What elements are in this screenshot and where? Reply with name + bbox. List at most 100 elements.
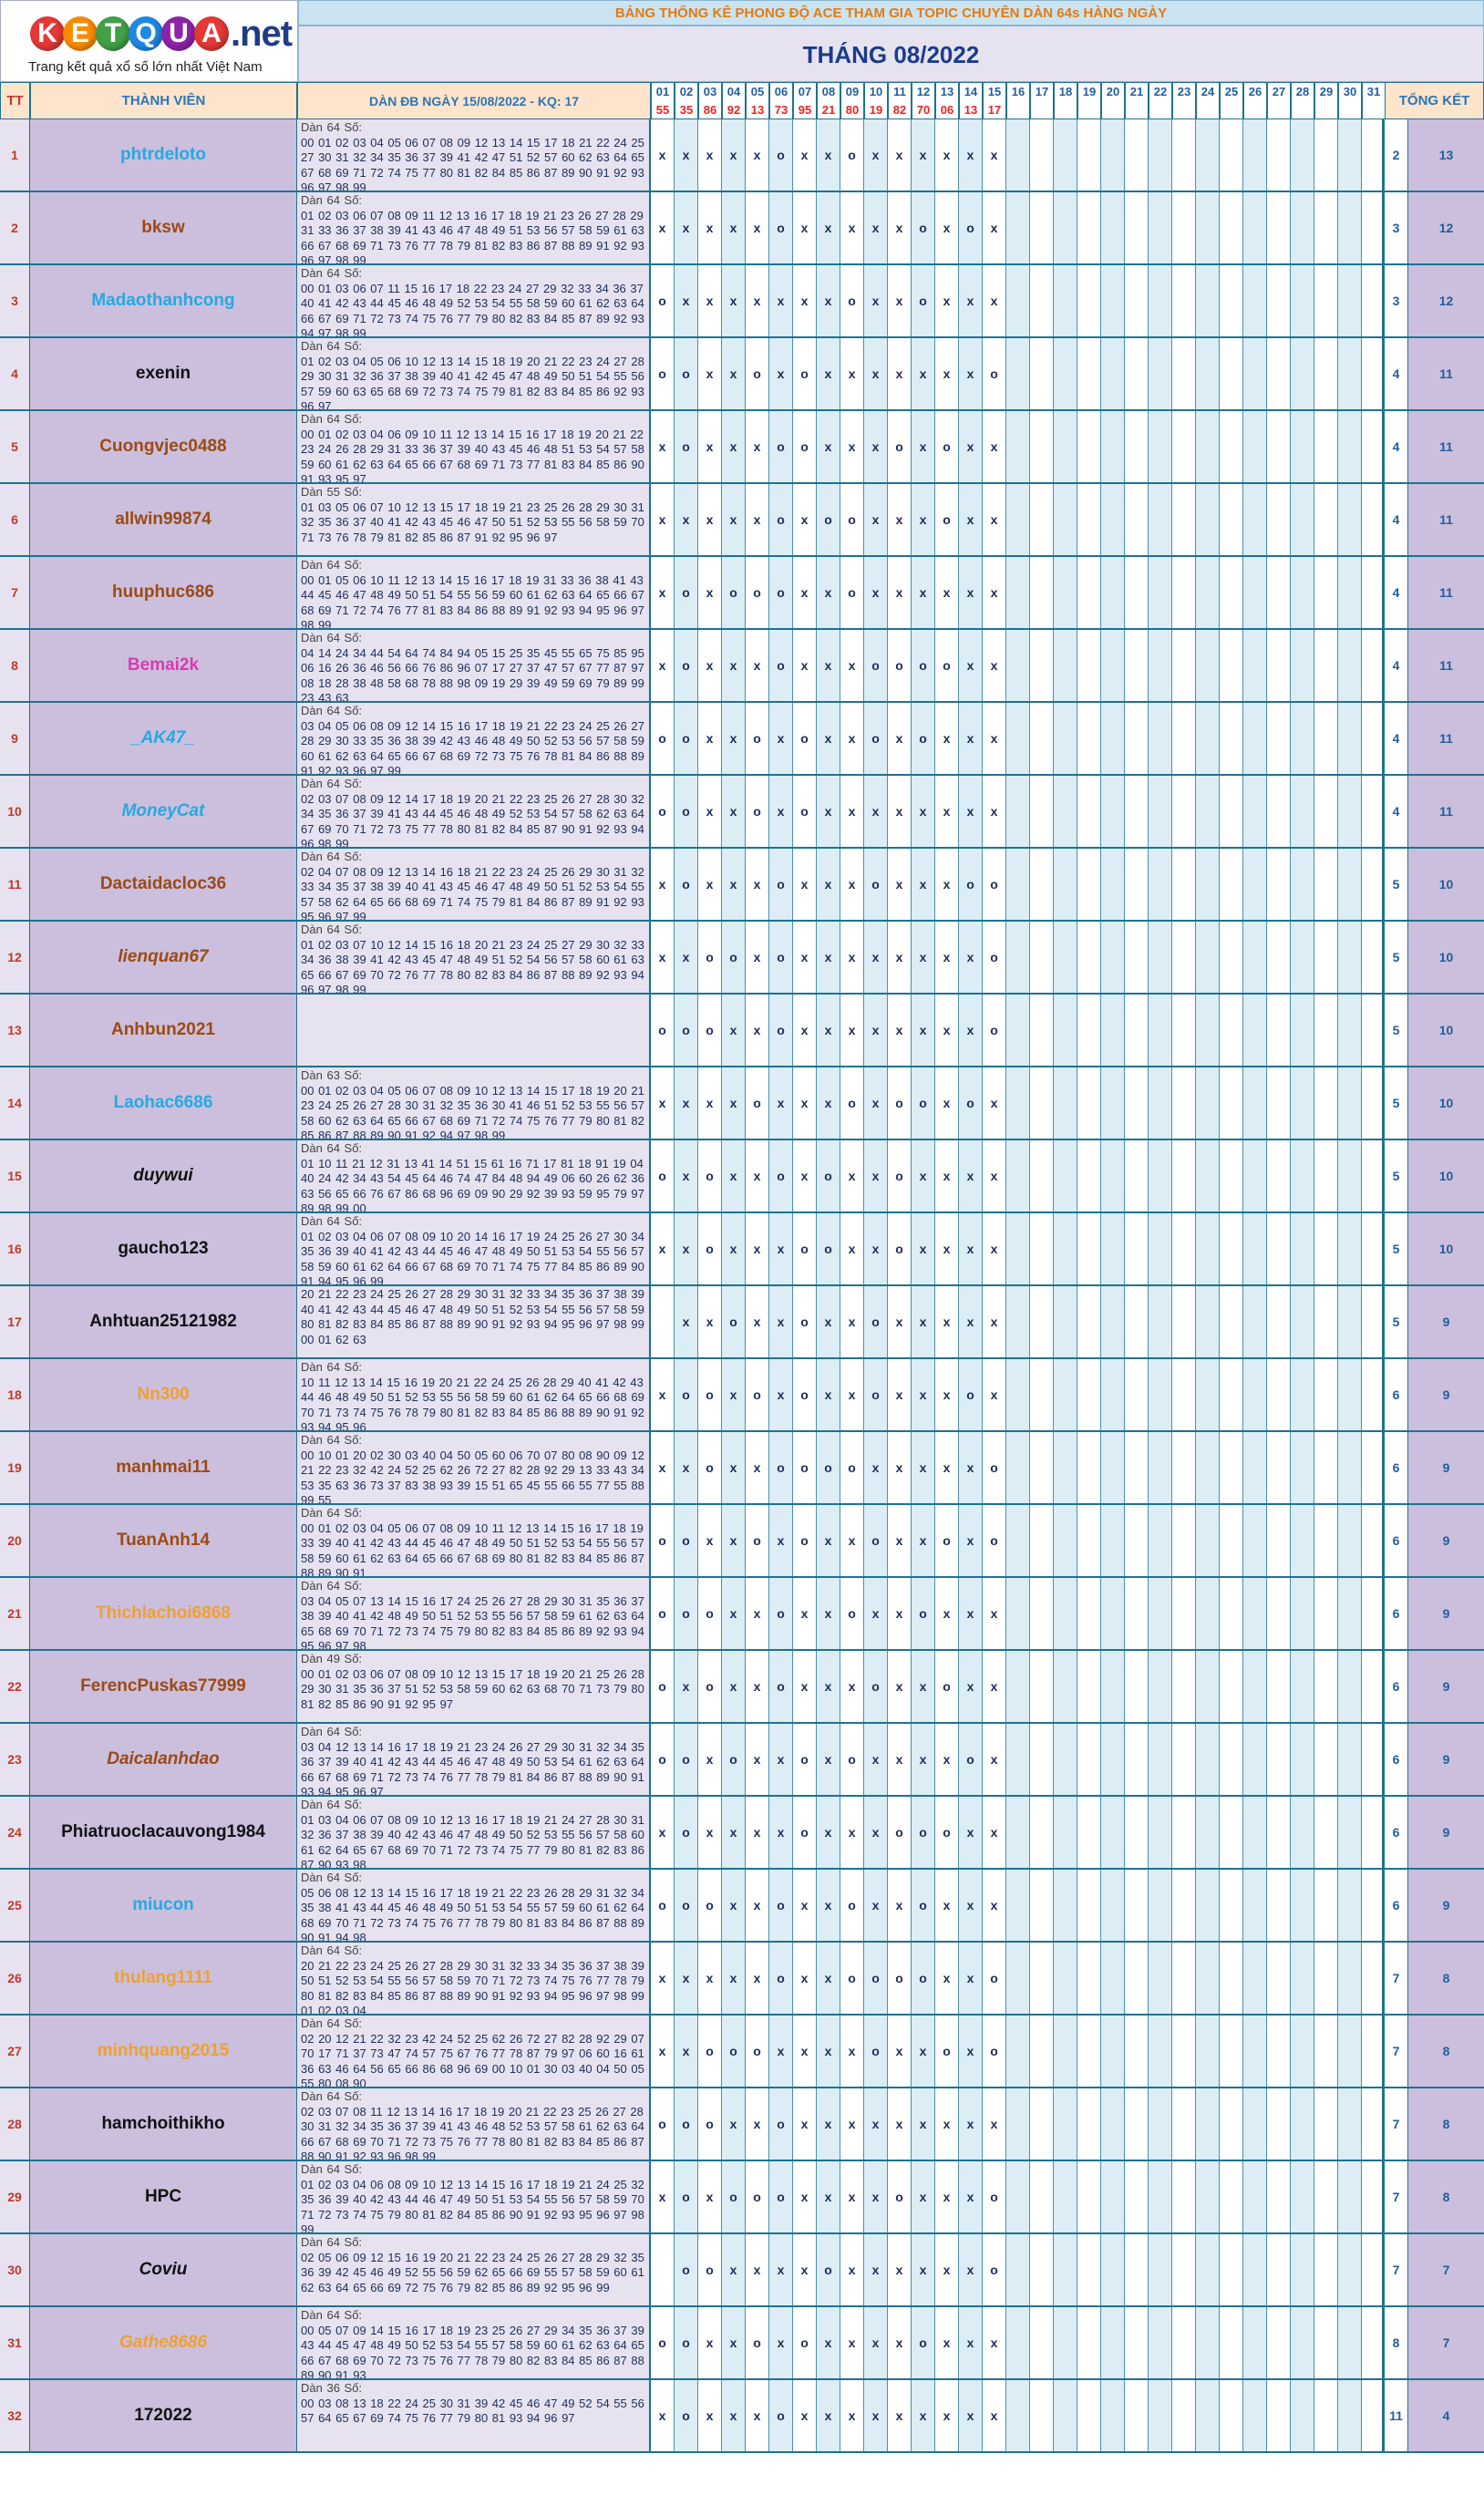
member-name[interactable]: MoneyCat xyxy=(30,776,297,847)
day-mark xyxy=(1267,1651,1291,1722)
day-mark: x xyxy=(864,1870,888,1941)
day-mark: o xyxy=(698,1140,722,1211)
day-mark: x xyxy=(675,2016,698,2087)
day-mark xyxy=(1077,192,1101,263)
member-name[interactable]: duywui xyxy=(30,1140,297,1211)
day-number: 14 xyxy=(964,85,978,98)
day-mark: x xyxy=(983,484,1006,555)
member-name[interactable]: Daicalanhdao xyxy=(30,1724,297,1795)
member-name[interactable]: Laohac6686 xyxy=(30,1067,297,1139)
day-mark xyxy=(1314,1724,1338,1795)
member-name[interactable]: Dactaidacloc36 xyxy=(30,849,297,920)
day-mark xyxy=(1220,630,1243,701)
member-name[interactable]: manhmai11 xyxy=(30,1432,297,1503)
member-name[interactable]: huuphuc686 xyxy=(30,557,297,628)
day-mark xyxy=(1054,557,1077,628)
day-mark xyxy=(1267,1067,1291,1139)
day-mark: x xyxy=(793,1943,817,2014)
day-mark xyxy=(1172,119,1196,191)
member-name[interactable]: gaucho123 xyxy=(30,1213,297,1284)
day-mark xyxy=(1077,2380,1101,2451)
member-name[interactable]: Cuongvjec0488 xyxy=(30,411,297,482)
total-score: 10 xyxy=(1408,922,1484,993)
day-mark: x xyxy=(935,1140,959,1211)
day-mark: x xyxy=(698,265,722,336)
day-mark xyxy=(1196,1651,1220,1722)
day-mark: x xyxy=(935,338,959,409)
day-mark xyxy=(1149,1870,1172,1941)
day-mark xyxy=(1291,2016,1314,2087)
day-mark xyxy=(1054,1724,1077,1795)
day-mark: x xyxy=(746,119,769,191)
day-mark xyxy=(1077,776,1101,847)
member-name[interactable]: hamchoithikho xyxy=(30,2088,297,2160)
day-result xyxy=(1078,101,1100,119)
member-name[interactable]: 172022 xyxy=(30,2380,297,2451)
total-score: 11 xyxy=(1408,630,1484,701)
member-name[interactable]: Anhbun2021 xyxy=(30,995,297,1066)
member-name[interactable]: Coviu xyxy=(30,2234,297,2305)
member-name[interactable]: Nn300 xyxy=(30,1359,297,1430)
day-mark xyxy=(1291,1651,1314,1722)
member-name[interactable]: _AK47_ xyxy=(30,703,297,774)
day-header-21: 21 xyxy=(1125,82,1149,119)
day-mark: x xyxy=(935,849,959,920)
day-mark xyxy=(1077,2234,1101,2305)
day-header-23: 23 xyxy=(1172,82,1196,119)
member-name[interactable]: FerencPuskas77999 xyxy=(30,1651,297,1722)
dan-label: Dàn 64 Số: xyxy=(301,2308,363,2322)
day-mark: x xyxy=(888,2380,912,2451)
member-name[interactable]: Anhtuan25121982 xyxy=(30,1286,297,1357)
member-name[interactable]: Gathe8686 xyxy=(30,2307,297,2378)
member-name[interactable]: lienquan67 xyxy=(30,922,297,993)
column-divider xyxy=(1382,1213,1385,1284)
dan-list: 03 04 05 06 08 09 12 14 15 16 17 18 19 2… xyxy=(301,718,644,775)
day-mark: o xyxy=(746,703,769,774)
member-name[interactable]: allwin99874 xyxy=(30,484,297,555)
day-mark xyxy=(1243,849,1267,920)
member-name[interactable]: Phiatruoclacauvong1984 xyxy=(30,1797,297,1868)
column-divider xyxy=(1382,922,1385,993)
day-mark xyxy=(1196,1797,1220,1868)
day-mark: o xyxy=(912,1067,935,1139)
day-mark: o xyxy=(935,1651,959,1722)
member-name[interactable]: exenin xyxy=(30,338,297,409)
table-row xyxy=(0,265,1484,338)
day-mark xyxy=(1172,1870,1196,1941)
day-mark: x xyxy=(746,995,769,1066)
member-name[interactable]: Madaothanhcong xyxy=(30,265,297,336)
dan-numbers: Dàn 63 Số: 00 01 02 03 04 05 06 07 08 09 … xyxy=(297,1067,651,1139)
member-name[interactable]: HPC xyxy=(30,2161,297,2232)
dan-label: Dàn 64 Số: xyxy=(301,339,363,353)
day-mark: o xyxy=(840,557,864,628)
member-name[interactable]: TuanAnh14 xyxy=(30,1505,297,1576)
column-divider xyxy=(1382,630,1385,701)
day-mark xyxy=(1196,2307,1220,2378)
member-name[interactable]: thulang1111 xyxy=(30,1943,297,2014)
day-mark xyxy=(1054,2234,1077,2305)
day-mark xyxy=(1006,265,1030,336)
day-mark: x xyxy=(793,1067,817,1139)
dan-numbers: Dàn 64 Số: 02 20 12 21 22 32 23 42 24 52 … xyxy=(297,2016,651,2087)
member-name[interactable]: miucon xyxy=(30,1870,297,1941)
day-mark: x xyxy=(983,1359,1006,1430)
day-mark xyxy=(1267,1943,1291,2014)
day-mark: x xyxy=(864,2307,888,2378)
total-score: 4 xyxy=(1408,2380,1484,2451)
day-mark: o xyxy=(769,2380,793,2451)
day-mark: x xyxy=(935,2307,959,2378)
day-mark: x xyxy=(959,1140,983,1211)
day-mark: o xyxy=(840,1578,864,1649)
member-name[interactable]: Bemai2k xyxy=(30,630,297,701)
member-name[interactable]: minhquang2015 xyxy=(30,2016,297,2087)
member-name[interactable]: Thichlachoi6868 xyxy=(30,1578,297,1649)
day-mark xyxy=(1054,1359,1077,1430)
member-name[interactable]: bksw xyxy=(30,192,297,263)
site-logo[interactable]: K E T Q U A .net Trang kết quả xổ số lớn… xyxy=(0,0,298,82)
day-mark xyxy=(1314,776,1338,847)
day-mark: x xyxy=(769,1286,793,1357)
day-mark xyxy=(1125,1943,1149,2014)
day-mark: x xyxy=(888,119,912,191)
day-mark xyxy=(1054,2088,1077,2160)
member-name[interactable]: phtrdeloto xyxy=(30,119,297,191)
